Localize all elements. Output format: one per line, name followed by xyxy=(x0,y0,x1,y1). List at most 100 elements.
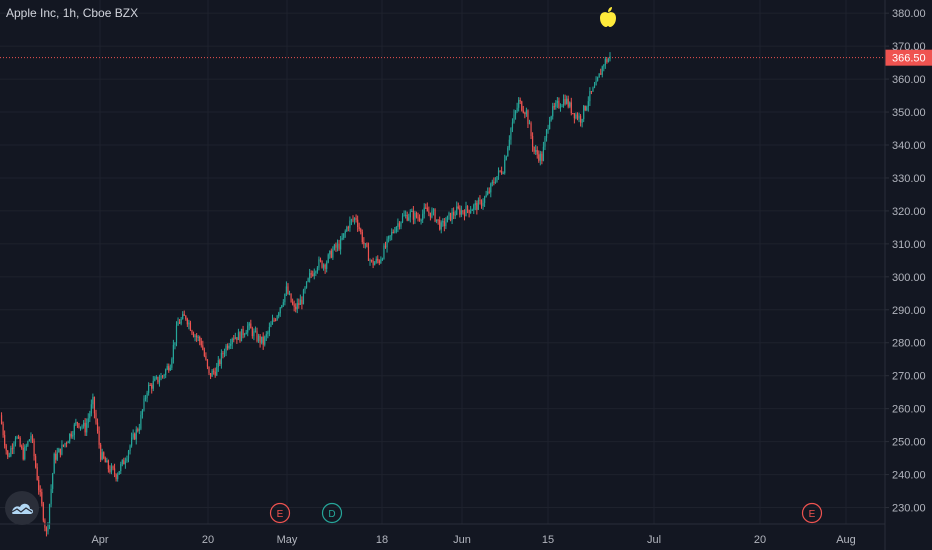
candle-body xyxy=(144,397,147,399)
dividend-marker[interactable]: D xyxy=(321,502,343,524)
candle-body xyxy=(271,319,274,325)
x-axis[interactable]: Apr 20 May 18 Jun 15 Jul 20 Aug xyxy=(0,523,885,546)
candle-body xyxy=(497,170,500,177)
candle-body xyxy=(226,345,229,349)
candle-body xyxy=(578,115,580,119)
cloud-wave xyxy=(11,507,33,513)
candle-body xyxy=(19,437,21,447)
candle-body xyxy=(541,153,543,161)
candle-body xyxy=(473,205,475,210)
candle-body xyxy=(67,441,69,444)
y-tick-label: 350.00 xyxy=(892,107,926,119)
candle-body xyxy=(274,319,277,321)
candle-body xyxy=(284,293,286,303)
candle-body xyxy=(538,154,540,161)
candle-body xyxy=(550,116,552,121)
candle-body xyxy=(318,259,320,268)
candle-body xyxy=(163,375,165,377)
candle-body xyxy=(597,77,599,81)
candle-body xyxy=(64,443,66,446)
candle-body xyxy=(434,209,436,222)
candle-body xyxy=(324,264,326,269)
candle-body xyxy=(149,384,151,386)
candle-body xyxy=(296,303,298,310)
candle-body xyxy=(439,220,441,230)
candle-body xyxy=(73,424,75,435)
candle-body xyxy=(573,113,575,119)
candle-body xyxy=(370,260,373,262)
apple-leaf xyxy=(608,7,612,12)
candle-body xyxy=(165,369,167,376)
candle-body xyxy=(539,153,541,161)
candle-body xyxy=(25,445,27,447)
earnings-marker[interactable]: E xyxy=(801,502,823,524)
candle-body xyxy=(118,471,120,475)
candle-body xyxy=(89,413,91,419)
candle-body xyxy=(22,447,24,460)
apple-body xyxy=(600,12,616,27)
candle-body xyxy=(496,176,498,182)
candle-body xyxy=(378,260,380,264)
y-axis[interactable]: 230.00 240.00 250.00 260.00 270.00 280.00 290.… xyxy=(884,0,926,550)
candle-body xyxy=(470,210,472,214)
candle-body xyxy=(383,245,385,259)
candle-body xyxy=(299,299,301,305)
candle-body xyxy=(96,422,99,432)
candle-body xyxy=(129,445,131,452)
candle-body xyxy=(357,219,359,228)
candle-body xyxy=(343,233,345,239)
candle-body xyxy=(211,370,213,377)
candle-body xyxy=(191,330,193,334)
candle-body xyxy=(7,450,9,457)
candle-body xyxy=(70,433,72,437)
candle-body xyxy=(483,197,486,203)
candle-body xyxy=(185,315,187,320)
candle-body xyxy=(392,232,394,234)
last-price-label: 366.50 xyxy=(892,53,926,65)
candle-body xyxy=(36,467,38,480)
candle-body xyxy=(400,222,402,227)
candle-body xyxy=(301,299,303,305)
last-price-tag[interactable] xyxy=(885,49,932,66)
candle-body xyxy=(174,342,176,345)
cloud-icon xyxy=(11,503,33,514)
candle-body xyxy=(448,212,450,216)
tradingview-logo[interactable] xyxy=(5,491,39,525)
candle-body xyxy=(479,199,481,201)
candle-body xyxy=(598,73,600,78)
candle-body xyxy=(237,332,240,341)
candle-body xyxy=(30,435,32,440)
candle-body xyxy=(305,281,308,288)
candle-body xyxy=(587,101,589,107)
candle-body xyxy=(148,384,150,393)
candle-body xyxy=(75,422,77,425)
chart-title: Apple Inc, 1h, Cboe BZX xyxy=(6,6,139,20)
candle-body xyxy=(425,207,427,209)
candle-body xyxy=(426,207,428,212)
candle-body xyxy=(559,106,562,108)
candle-body xyxy=(234,337,236,339)
candle-body xyxy=(310,273,312,275)
candle-body xyxy=(197,336,199,338)
candle-body xyxy=(488,191,490,193)
x-tick-label: Aug xyxy=(836,534,856,546)
candle-body xyxy=(309,273,311,279)
candle-body xyxy=(603,65,605,67)
candle-body xyxy=(336,243,339,248)
candle-body xyxy=(293,304,295,307)
candle-body xyxy=(182,314,184,319)
candle-body xyxy=(92,396,94,405)
candle-body xyxy=(250,323,252,329)
candle-body xyxy=(178,322,181,324)
apple-icon xyxy=(600,7,616,27)
candle-body xyxy=(576,114,579,119)
candle-body xyxy=(208,366,210,373)
y-tick-label: 320.00 xyxy=(892,206,926,218)
candle-body xyxy=(440,222,442,230)
earnings-marker[interactable]: E xyxy=(269,502,291,524)
candle-body xyxy=(471,209,473,211)
candle-body xyxy=(130,437,133,446)
candle-body xyxy=(322,264,325,268)
candle-body xyxy=(490,183,492,193)
